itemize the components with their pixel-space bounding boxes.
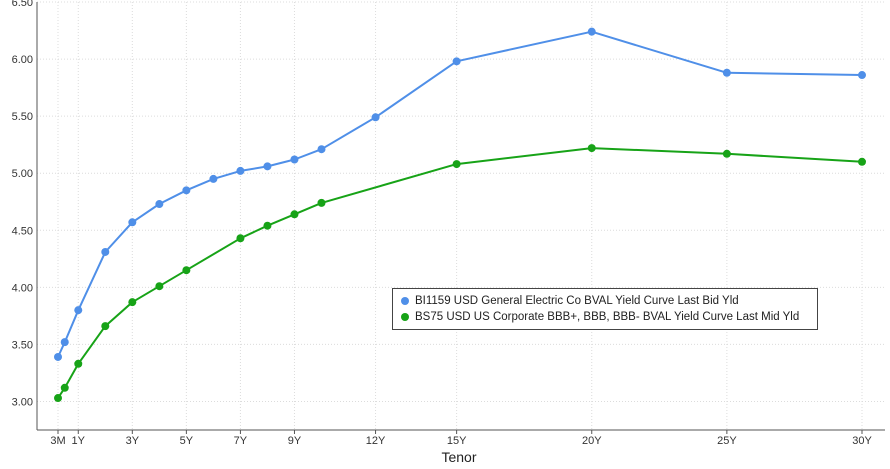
x-tick-label: 20Y	[582, 435, 602, 447]
legend-label-bbb: BS75 USD US Corporate BBB+, BBB, BBB- BV…	[415, 311, 800, 323]
data-point	[101, 247, 110, 256]
data-point	[209, 174, 218, 183]
data-point	[60, 338, 69, 347]
data-point	[722, 68, 731, 77]
data-point	[587, 27, 596, 36]
data-point	[452, 57, 461, 66]
data-point	[452, 160, 461, 169]
legend-marker-bbb	[401, 313, 409, 321]
legend-label-ge: BI1159 USD General Electric Co BVAL Yiel…	[415, 295, 739, 307]
data-point	[101, 322, 110, 331]
x-tick-label: 15Y	[447, 435, 467, 447]
data-point	[236, 234, 245, 243]
y-tick-label: 4.00	[12, 282, 33, 294]
data-point	[128, 298, 137, 307]
data-point	[236, 166, 245, 175]
series-line-2	[57, 147, 863, 399]
data-point	[722, 149, 731, 158]
y-tick-label: 3.00	[12, 396, 33, 408]
data-point	[317, 198, 326, 207]
data-point	[263, 162, 272, 171]
data-point	[54, 352, 62, 361]
data-point	[290, 155, 299, 164]
data-point	[371, 113, 380, 122]
data-point	[263, 221, 272, 230]
data-point	[858, 71, 866, 80]
y-tick-label: 5.50	[12, 111, 33, 123]
legend-item: BS75 USD US Corporate BBB+, BBB, BBB- BV…	[401, 309, 809, 325]
y-tick-label: 5.00	[12, 168, 33, 180]
x-tick-label: 30Y	[852, 435, 872, 447]
x-tick-label: 3M	[50, 435, 65, 447]
data-point	[182, 186, 191, 195]
legend-item: BI1159 USD General Electric Co BVAL Yiel…	[401, 293, 809, 309]
data-point	[60, 383, 69, 392]
x-tick-label: 1Y	[72, 435, 86, 447]
data-point	[290, 210, 299, 219]
data-point	[155, 282, 164, 291]
legend: BI1159 USD General Electric Co BVAL Yiel…	[392, 288, 818, 330]
data-point	[155, 200, 164, 209]
data-point	[74, 306, 83, 315]
data-point	[317, 145, 326, 154]
data-point	[54, 394, 62, 403]
data-point	[858, 157, 866, 166]
x-axis-title: Tenor	[441, 449, 476, 465]
x-tick-label: 3Y	[126, 435, 140, 447]
y-tick-label: 6.00	[12, 54, 33, 66]
y-tick-label: 3.50	[12, 339, 33, 351]
data-point	[74, 359, 83, 368]
grid	[37, 1, 885, 430]
series-layer	[54, 27, 866, 403]
y-tick-label: 6.50	[12, 0, 33, 9]
x-tick-label: 7Y	[234, 435, 248, 447]
data-point	[128, 218, 137, 227]
legend-marker-ge	[401, 297, 409, 305]
data-point	[587, 144, 596, 153]
x-tick-label: 9Y	[288, 435, 302, 447]
y-tick-label: 4.50	[12, 225, 33, 237]
data-point	[182, 266, 191, 275]
x-tick-label: 5Y	[180, 435, 194, 447]
axes: 3.00 3.50 4.00 4.50 5.00 5.50 6.00 6.50 3M 1Y 3Y 5Y…	[12, 0, 885, 447]
x-tick-label: 12Y	[366, 435, 386, 447]
x-tick-label: 25Y	[717, 435, 737, 447]
